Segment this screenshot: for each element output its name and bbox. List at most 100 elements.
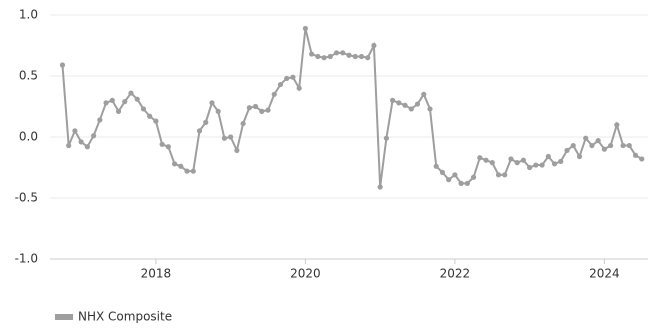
data-point (203, 119, 209, 125)
data-point (215, 108, 221, 114)
data-point (551, 161, 558, 167)
y-tick-label: -0.5 (15, 191, 38, 205)
data-point (452, 172, 458, 178)
data-point (91, 133, 97, 139)
data-point (358, 53, 365, 60)
data-point (514, 160, 520, 166)
data-point (601, 146, 607, 152)
data-point (109, 97, 115, 103)
legend-label: NHX Composite (78, 310, 172, 324)
data-point (78, 139, 84, 145)
data-point (470, 174, 477, 180)
x-tick-label: 2020 (290, 267, 321, 281)
data-point (390, 97, 396, 103)
data-point (97, 117, 103, 123)
data-point (190, 168, 196, 174)
data-point (583, 135, 589, 141)
data-point (377, 184, 383, 190)
data-point (427, 106, 433, 112)
data-point (595, 138, 601, 144)
y-tick-label: 0.5 (19, 69, 38, 83)
data-point (608, 142, 614, 149)
data-point (271, 91, 277, 97)
data-point (477, 155, 483, 161)
y-tick-label: 1.0 (19, 8, 38, 22)
data-point (265, 107, 271, 113)
data-point (620, 142, 626, 149)
data-point (564, 147, 570, 154)
data-point (371, 42, 377, 49)
y-tick-label: -1.0 (15, 252, 38, 266)
data-point (346, 52, 352, 58)
data-point (614, 122, 620, 128)
data-point (259, 108, 265, 114)
data-point (458, 180, 464, 186)
data-point (184, 168, 190, 174)
data-point (309, 51, 315, 57)
data-point (365, 55, 371, 61)
data-point (252, 103, 259, 110)
data-point (464, 180, 470, 186)
data-point (433, 163, 439, 169)
data-point (527, 164, 533, 171)
data-point (589, 142, 595, 149)
y-tick-label: 0.0 (19, 130, 38, 144)
data-point (140, 106, 147, 112)
data-point (408, 106, 414, 112)
data-point (134, 96, 140, 102)
data-point (159, 141, 165, 147)
data-point (221, 135, 228, 141)
data-point (72, 128, 78, 134)
data-point (396, 100, 402, 106)
data-point (570, 142, 576, 149)
data-point (545, 153, 551, 160)
data-point (59, 62, 66, 68)
data-point (446, 177, 452, 183)
data-point (228, 134, 234, 140)
data-point (576, 153, 583, 160)
data-point (66, 142, 72, 149)
data-point (632, 152, 639, 158)
data-point (315, 53, 321, 60)
data-point (340, 50, 346, 56)
data-point (402, 102, 408, 108)
data-point (178, 163, 184, 169)
data-point (439, 169, 446, 175)
data-point (147, 113, 153, 119)
data-point (296, 85, 302, 91)
data-point (234, 147, 240, 154)
data-point (495, 172, 502, 178)
data-point (246, 105, 252, 111)
x-tick-label: 2024 (589, 267, 620, 281)
data-point (414, 101, 421, 107)
data-point (489, 160, 495, 166)
data-point (196, 128, 203, 134)
data-point (502, 172, 508, 178)
data-point (240, 120, 246, 127)
data-point (84, 144, 90, 150)
data-point (539, 162, 545, 168)
series-line (61, 28, 643, 188)
data-point (103, 100, 109, 106)
data-point (333, 50, 340, 56)
data-point (483, 157, 489, 163)
data-point (626, 142, 632, 149)
data-point (383, 135, 389, 141)
legend-swatch (55, 314, 73, 320)
data-point (508, 156, 514, 162)
data-point (153, 118, 159, 124)
data-point (421, 91, 427, 97)
data-point (128, 90, 134, 96)
x-tick-label: 2018 (141, 267, 172, 281)
data-point (209, 100, 215, 106)
data-point (639, 156, 645, 162)
x-tick-label: 2022 (440, 267, 471, 281)
data-point (284, 75, 290, 82)
data-point (520, 157, 527, 163)
data-point (290, 74, 296, 80)
data-point (122, 99, 128, 105)
data-point (352, 53, 358, 60)
data-point (533, 162, 539, 168)
data-point (321, 55, 327, 61)
